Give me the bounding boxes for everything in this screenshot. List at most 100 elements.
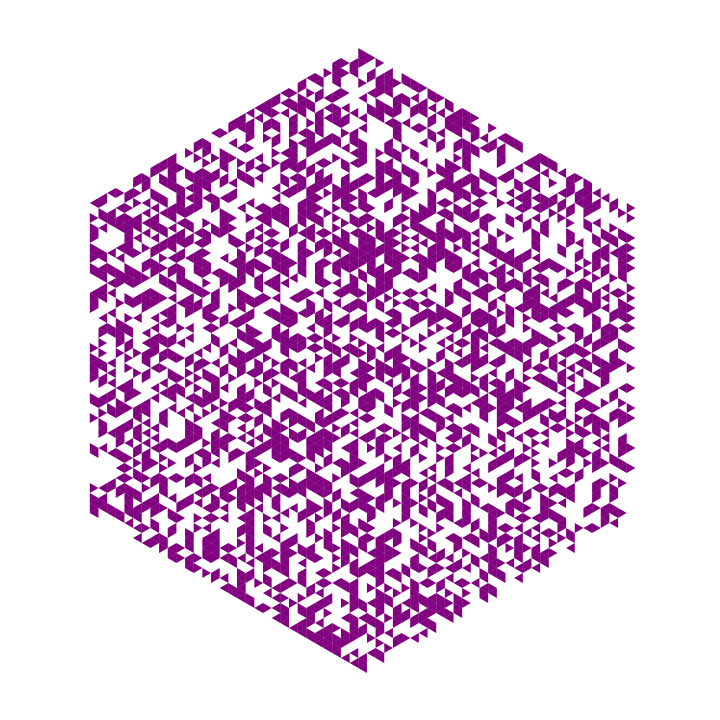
triangle-cell bbox=[401, 508, 411, 518]
triangle-cell bbox=[228, 358, 238, 368]
triangle-cell bbox=[436, 128, 445, 138]
triangle-cell bbox=[548, 263, 558, 273]
triangle-cell bbox=[193, 228, 203, 238]
triangle-cell bbox=[548, 413, 558, 423]
triangle-cell bbox=[150, 538, 160, 548]
triangle-cell bbox=[401, 483, 411, 493]
triangle-cell bbox=[505, 233, 515, 243]
triangle-cell bbox=[358, 268, 367, 278]
triangle-cell bbox=[418, 613, 428, 623]
triangle-cell bbox=[392, 453, 402, 463]
triangle-cell bbox=[401, 188, 411, 198]
triangle-cell bbox=[418, 258, 428, 268]
triangle-cell bbox=[574, 448, 584, 458]
triangle-cell bbox=[185, 278, 194, 288]
triangle-cell bbox=[332, 458, 341, 468]
triangle-cell bbox=[522, 288, 532, 298]
triangle-cell bbox=[462, 533, 471, 543]
triangle-cell bbox=[167, 263, 177, 273]
triangle-cell bbox=[297, 373, 307, 383]
triangle-cell bbox=[436, 478, 445, 488]
triangle-cell bbox=[496, 248, 506, 258]
triangle-cell bbox=[401, 583, 411, 593]
triangle-cell bbox=[323, 383, 333, 393]
triangle-cell bbox=[202, 158, 212, 168]
triangle-cell bbox=[323, 498, 333, 508]
triangle-cell bbox=[540, 558, 549, 568]
triangle-cell bbox=[245, 338, 255, 348]
triangle-cell bbox=[470, 578, 480, 588]
triangle-cell bbox=[496, 328, 506, 338]
triangle-cell bbox=[167, 253, 177, 263]
triangle-cell bbox=[280, 313, 289, 323]
triangle-cell bbox=[314, 478, 324, 488]
triangle-cell bbox=[280, 593, 289, 603]
triangle-cell bbox=[410, 93, 419, 103]
triangle-cell bbox=[167, 158, 177, 168]
triangle-cell bbox=[193, 283, 203, 293]
triangle-cell bbox=[306, 73, 315, 83]
triangle-cell bbox=[583, 338, 593, 348]
triangle-cell bbox=[271, 313, 281, 323]
triangle-cell bbox=[444, 233, 454, 243]
triangle-cell bbox=[531, 228, 541, 238]
triangle-cell bbox=[496, 358, 506, 368]
triangle-cell bbox=[600, 508, 610, 518]
triangle-cell bbox=[340, 468, 350, 478]
triangle-cell bbox=[531, 313, 541, 323]
triangle-cell bbox=[159, 408, 168, 418]
triangle-cell bbox=[107, 218, 116, 228]
triangle-cell bbox=[436, 548, 445, 558]
triangle-cell bbox=[89, 213, 99, 223]
triangle-cell bbox=[141, 298, 151, 308]
triangle-cell bbox=[314, 263, 324, 273]
triangle-cell bbox=[609, 308, 619, 318]
triangle-cell bbox=[245, 348, 255, 358]
triangle-cell bbox=[609, 453, 619, 463]
triangle-cell bbox=[358, 313, 367, 323]
triangle-cell bbox=[202, 343, 212, 353]
triangle-cell bbox=[98, 483, 108, 493]
triangle-cell bbox=[514, 303, 523, 313]
triangle-cell bbox=[323, 438, 333, 448]
triangle-cell bbox=[444, 588, 454, 598]
triangle-cell bbox=[332, 103, 341, 113]
triangle-cell bbox=[505, 198, 515, 208]
triangle-cell bbox=[141, 483, 151, 493]
triangle-cell bbox=[176, 183, 186, 193]
triangle-cell bbox=[548, 548, 558, 558]
triangle-cell bbox=[124, 378, 134, 388]
triangle-cell bbox=[159, 318, 168, 328]
triangle-cell bbox=[150, 268, 160, 278]
triangle-cell bbox=[522, 338, 532, 348]
triangle-cell bbox=[167, 303, 177, 313]
triangle-cell bbox=[557, 498, 567, 508]
triangle-cell bbox=[427, 208, 437, 218]
triangle-cell bbox=[418, 503, 428, 513]
triangle-cell bbox=[453, 223, 463, 233]
triangle-cell bbox=[479, 243, 489, 253]
triangle-cell bbox=[280, 453, 289, 463]
triangle-cell bbox=[332, 633, 341, 643]
triangle-cell bbox=[488, 528, 497, 538]
triangle-cell bbox=[453, 378, 463, 388]
triangle-cell bbox=[462, 293, 471, 303]
triangle-cell bbox=[462, 498, 471, 508]
triangle-cell bbox=[141, 303, 151, 313]
triangle-cell bbox=[392, 133, 402, 143]
triangle-cell bbox=[384, 283, 393, 293]
triangle-cell bbox=[592, 323, 601, 333]
triangle-cell bbox=[522, 203, 532, 213]
triangle-cell bbox=[574, 428, 584, 438]
triangle-cell bbox=[427, 193, 437, 203]
triangle-cell bbox=[340, 263, 350, 273]
triangle-cell bbox=[115, 438, 125, 448]
triangle-cell bbox=[98, 393, 108, 403]
triangle-cell bbox=[462, 518, 471, 528]
triangle-cell bbox=[358, 113, 367, 123]
triangle-cell bbox=[444, 213, 454, 223]
triangle-cell bbox=[98, 198, 108, 208]
triangle-cell bbox=[124, 238, 134, 248]
triangle-cell bbox=[332, 88, 341, 98]
triangle-cell bbox=[479, 408, 489, 418]
